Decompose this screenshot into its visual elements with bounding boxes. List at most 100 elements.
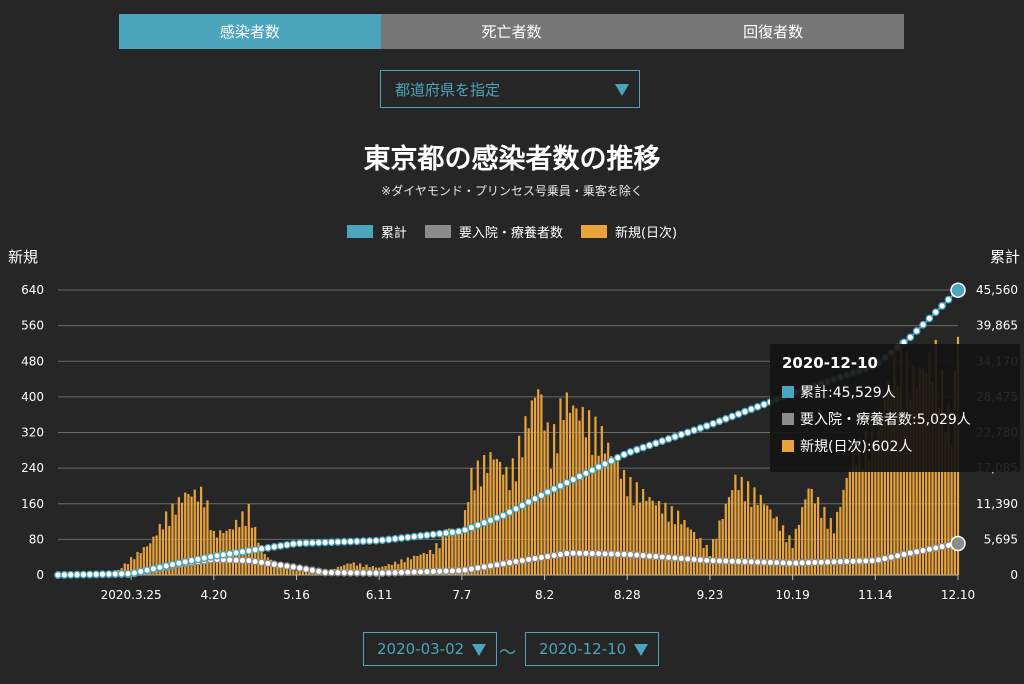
bar-new-daily xyxy=(677,510,680,575)
bar-new-daily xyxy=(664,502,667,575)
bar-new-daily xyxy=(184,492,187,575)
y-tick-right: 45,560 xyxy=(976,283,1018,297)
bar-new-daily xyxy=(775,516,778,575)
hospitalized-point xyxy=(728,557,737,566)
cumulative-point xyxy=(372,536,380,545)
bar-new-daily xyxy=(616,461,619,575)
bar-new-daily xyxy=(352,562,355,575)
bar-new-daily xyxy=(635,482,638,575)
bar-new-daily xyxy=(772,518,775,575)
hospitalized-point xyxy=(251,557,260,566)
hospitalized-point xyxy=(518,556,527,565)
bar-new-daily xyxy=(165,511,168,575)
cumulative-point xyxy=(505,508,514,517)
hospitalized-point xyxy=(270,560,279,569)
cumulative-point xyxy=(728,412,737,421)
bar-new-daily xyxy=(289,569,292,575)
bar-new-daily xyxy=(359,563,362,575)
cumulative-point xyxy=(696,424,705,432)
tab-recovered[interactable]: 回復者数 xyxy=(642,14,905,49)
bar-new-daily xyxy=(168,525,171,575)
infections-chart[interactable]: 新規累計00805,69516011,39024017,08532022,780… xyxy=(0,240,1024,620)
bar-new-daily xyxy=(864,429,867,575)
hospitalized-point xyxy=(391,568,399,577)
hospitalized-point xyxy=(302,565,310,574)
bar-new-daily xyxy=(269,559,273,575)
y-tick-left: 240 xyxy=(21,461,44,475)
hospitalized-point xyxy=(836,557,845,566)
cumulative-point xyxy=(225,549,234,558)
bar-new-daily xyxy=(568,412,572,575)
cumulative-point xyxy=(486,516,495,525)
bar-new-daily xyxy=(826,528,829,575)
tab-deaths[interactable]: 死亡者数 xyxy=(380,14,643,49)
y-tick-right: 39,865 xyxy=(976,319,1018,333)
bar-new-daily xyxy=(241,511,244,575)
hospitalized-point xyxy=(823,558,832,566)
hospitalized-point xyxy=(225,556,234,564)
hospitalized-point xyxy=(760,558,768,567)
bar-new-daily xyxy=(400,559,403,575)
cumulative-point xyxy=(442,529,450,537)
tooltip-row-cumulative: 累計:45,529人 xyxy=(782,378,1008,405)
cumulative-point xyxy=(620,450,628,459)
bar-new-daily xyxy=(594,416,597,575)
cumulative-point xyxy=(709,419,717,428)
cumulative-point xyxy=(626,448,635,456)
x-tick-label: 6.11 xyxy=(366,588,393,602)
tooltip-swatch-new xyxy=(782,439,794,452)
tab-infections[interactable]: 感染者数 xyxy=(119,14,381,49)
cumulative-point xyxy=(760,400,768,409)
bar-new-daily xyxy=(925,372,928,575)
hospitalized-point xyxy=(232,556,240,565)
legend-label-cumulative: 累計 xyxy=(380,226,407,241)
hospitalized-point xyxy=(881,554,889,563)
cumulative-point xyxy=(54,571,62,579)
bar-new-daily xyxy=(285,570,289,575)
hospitalized-point xyxy=(416,568,425,576)
hospitalized-point xyxy=(594,549,603,558)
legend-item-cumulative[interactable]: 累計 xyxy=(346,222,407,241)
bar-new-daily xyxy=(514,481,518,575)
bar-new-daily xyxy=(279,568,282,575)
bar-new-daily xyxy=(435,543,438,575)
cumulative-point xyxy=(334,538,342,546)
bar-new-daily xyxy=(804,499,807,575)
bar-new-daily xyxy=(756,504,759,575)
start-date-select[interactable]: 2020-03-02 xyxy=(363,632,497,666)
hospitalized-point xyxy=(308,566,317,575)
triangle-down-icon xyxy=(634,644,648,656)
bar-new-daily xyxy=(600,426,603,575)
hospitalized-point xyxy=(454,566,463,575)
bar-new-daily xyxy=(454,530,457,575)
cumulative-point xyxy=(346,537,355,546)
hospitalized-point xyxy=(499,559,508,568)
bar-new-daily xyxy=(174,514,177,575)
bar-new-daily xyxy=(292,570,295,575)
cumulative-point xyxy=(98,570,107,579)
bar-new-daily xyxy=(511,458,514,575)
hospitalized-point xyxy=(334,568,342,577)
hospitalized-point xyxy=(601,550,609,558)
cumulative-point xyxy=(702,422,711,430)
legend-item-hospitalized[interactable]: 要入院・療養者数 xyxy=(424,222,563,241)
hospitalized-point xyxy=(702,556,711,565)
hospitalized-point xyxy=(588,549,597,558)
hospitalized-point xyxy=(512,557,520,566)
hospitalized-point xyxy=(683,555,692,563)
bar-new-daily xyxy=(346,563,349,575)
prefecture-select[interactable]: 都道府県を指定 xyxy=(380,70,640,108)
bar-new-daily xyxy=(393,561,397,575)
cumulative-point xyxy=(302,539,310,547)
bar-new-daily xyxy=(746,481,750,575)
legend-item-new[interactable]: 新規(日次) xyxy=(580,222,677,241)
hospitalized-point xyxy=(524,555,533,564)
end-date-select[interactable]: 2020-12-10 xyxy=(525,632,659,666)
tooltip-date: 2020-12-10 xyxy=(782,354,878,372)
hospitalized-point xyxy=(480,563,488,571)
cumulative-point xyxy=(200,554,209,562)
hospitalized-point xyxy=(435,567,444,576)
bar-new-daily xyxy=(667,521,670,575)
hospitalized-highlight xyxy=(950,535,966,552)
y-tick-left: 560 xyxy=(21,319,44,333)
